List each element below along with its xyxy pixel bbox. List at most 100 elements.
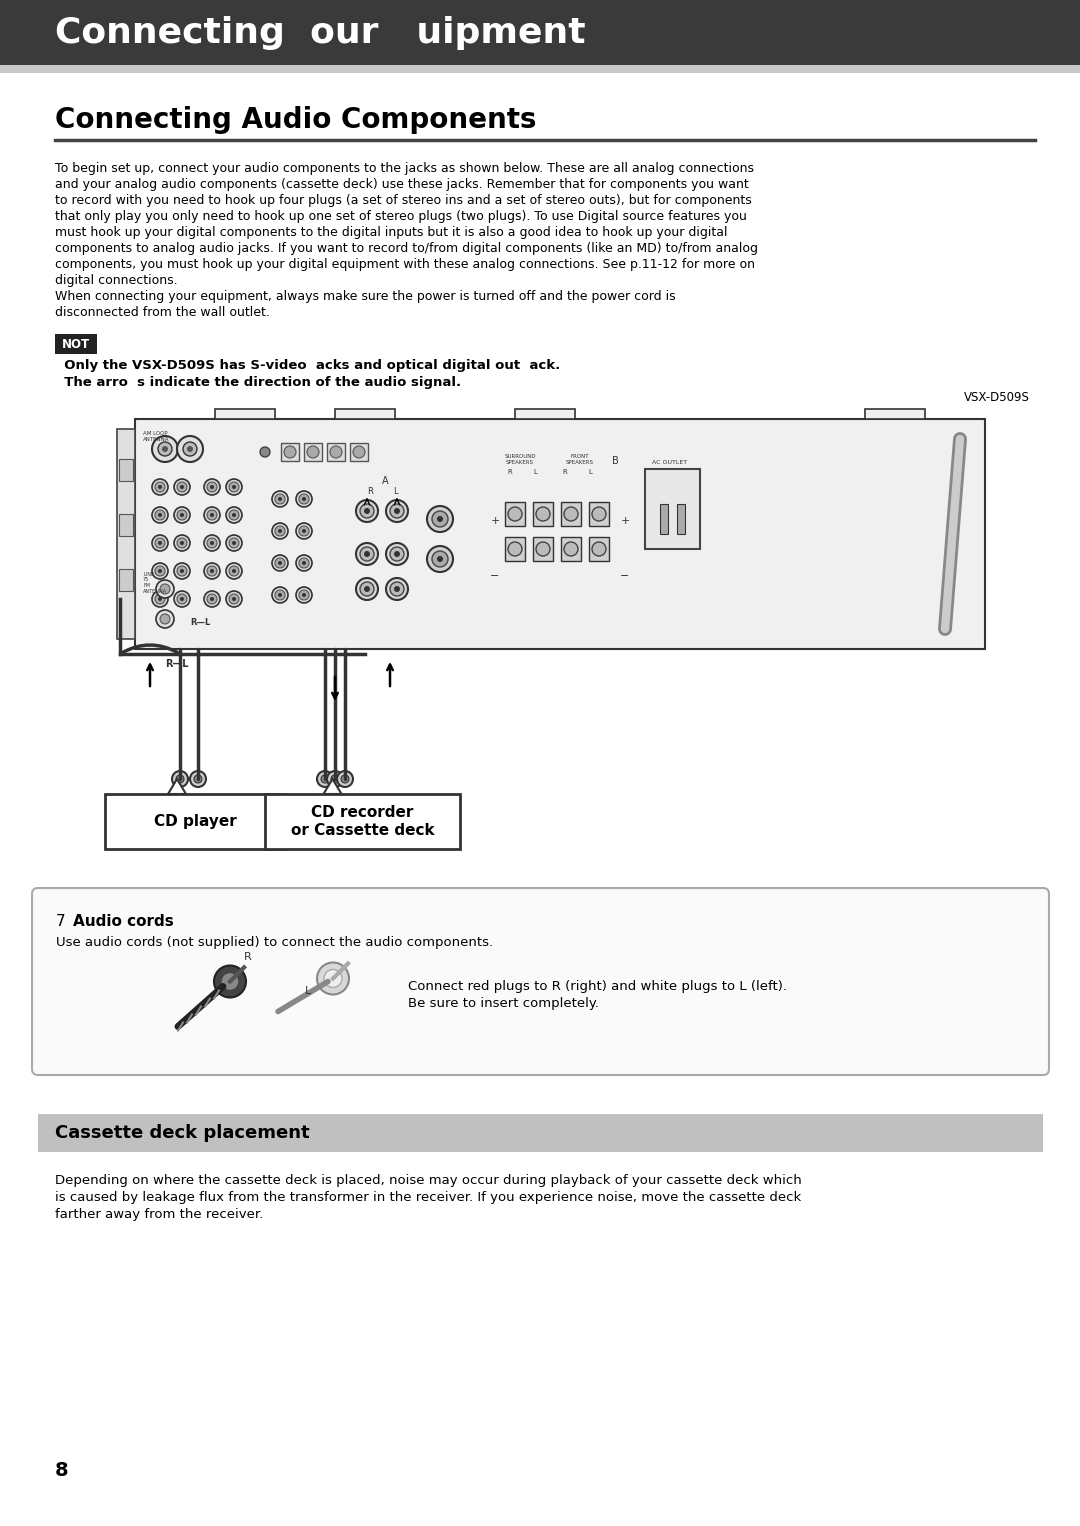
Circle shape — [204, 591, 220, 607]
Bar — [135, 420, 985, 649]
Circle shape — [302, 530, 306, 533]
Text: Connect red plugs to R (right) and white plugs to L (left).: Connect red plugs to R (right) and white… — [408, 980, 787, 993]
Circle shape — [356, 543, 378, 565]
Circle shape — [204, 536, 220, 551]
Circle shape — [207, 510, 217, 520]
Circle shape — [226, 507, 242, 523]
Circle shape — [337, 771, 353, 787]
Circle shape — [307, 446, 319, 458]
Text: is caused by leakage flux from the transformer in the receiver. If you experienc: is caused by leakage flux from the trans… — [55, 1190, 801, 1204]
Text: Connecting Audio Components: Connecting Audio Components — [55, 105, 537, 134]
Bar — [335, 409, 395, 420]
Circle shape — [172, 771, 188, 787]
Circle shape — [353, 446, 365, 458]
Text: Use audio cords (not supplied) to connect the audio components.: Use audio cords (not supplied) to connec… — [56, 935, 494, 949]
Text: NOT: NOT — [62, 337, 90, 351]
Text: L: L — [305, 986, 311, 996]
Circle shape — [226, 563, 242, 578]
Circle shape — [177, 436, 203, 462]
Circle shape — [158, 542, 162, 545]
Circle shape — [174, 536, 190, 551]
Circle shape — [221, 972, 239, 990]
Circle shape — [364, 551, 370, 557]
Circle shape — [210, 513, 214, 517]
Circle shape — [160, 613, 170, 624]
Text: CD player: CD player — [153, 813, 237, 829]
Circle shape — [152, 591, 168, 607]
Circle shape — [394, 551, 400, 557]
Text: R—L: R—L — [190, 618, 211, 627]
Circle shape — [232, 569, 237, 572]
Text: Cassette deck placement: Cassette deck placement — [55, 1125, 310, 1141]
Circle shape — [296, 588, 312, 603]
Text: LINE
75
FM
ANTENNA: LINE 75 FM ANTENNA — [143, 572, 167, 594]
Circle shape — [386, 501, 408, 522]
Text: Only the VSX-D509S has S-video  acks and optical digital out  ack.: Only the VSX-D509S has S-video acks and … — [55, 359, 561, 372]
Circle shape — [394, 586, 400, 592]
Polygon shape — [324, 778, 341, 794]
Circle shape — [229, 566, 239, 575]
Circle shape — [214, 966, 246, 998]
Circle shape — [152, 507, 168, 523]
Circle shape — [180, 569, 184, 572]
Circle shape — [296, 555, 312, 571]
Circle shape — [226, 479, 242, 494]
Bar — [677, 504, 685, 534]
Bar — [505, 502, 525, 526]
Circle shape — [229, 482, 239, 491]
FancyBboxPatch shape — [32, 888, 1049, 1074]
Circle shape — [204, 507, 220, 523]
Text: R: R — [563, 468, 567, 475]
Circle shape — [158, 513, 162, 517]
Polygon shape — [168, 778, 186, 794]
Circle shape — [278, 497, 282, 501]
Circle shape — [174, 563, 190, 578]
Circle shape — [152, 563, 168, 578]
Circle shape — [174, 479, 190, 494]
Circle shape — [204, 479, 220, 494]
Circle shape — [204, 563, 220, 578]
Text: +: + — [490, 516, 500, 526]
Text: that only play you only need to hook up one set of stereo plugs (two plugs). To : that only play you only need to hook up … — [55, 211, 747, 223]
Circle shape — [284, 446, 296, 458]
Circle shape — [394, 508, 400, 514]
Circle shape — [177, 510, 187, 520]
Circle shape — [275, 591, 285, 600]
Circle shape — [330, 446, 342, 458]
Text: Connecting  our   uipment: Connecting our uipment — [55, 15, 585, 49]
Bar — [660, 504, 669, 534]
Circle shape — [272, 523, 288, 539]
Bar — [117, 429, 135, 639]
Circle shape — [207, 482, 217, 491]
Text: L: L — [589, 468, 592, 475]
Text: Be sure to insert completely.: Be sure to insert completely. — [408, 996, 599, 1010]
Circle shape — [156, 566, 165, 575]
Bar — [327, 443, 345, 461]
Circle shape — [152, 479, 168, 494]
Circle shape — [156, 610, 174, 629]
Circle shape — [302, 562, 306, 565]
Bar — [534, 537, 553, 562]
Bar — [589, 502, 609, 526]
Circle shape — [180, 485, 184, 488]
Bar — [350, 443, 368, 461]
Circle shape — [232, 485, 237, 488]
Bar — [38, 1114, 1043, 1152]
Circle shape — [360, 546, 374, 562]
Circle shape — [437, 555, 443, 562]
Circle shape — [210, 597, 214, 601]
Circle shape — [180, 513, 184, 517]
Circle shape — [152, 536, 168, 551]
Bar — [281, 443, 299, 461]
Bar — [119, 459, 133, 481]
Text: +: + — [620, 516, 630, 526]
Circle shape — [364, 508, 370, 514]
Circle shape — [360, 581, 374, 597]
Circle shape — [180, 597, 184, 601]
Circle shape — [318, 771, 333, 787]
Bar — [515, 409, 575, 420]
Circle shape — [158, 569, 162, 572]
Circle shape — [272, 588, 288, 603]
Text: The arro  s indicate the direction of the audio signal.: The arro s indicate the direction of the… — [55, 375, 461, 389]
Circle shape — [232, 597, 237, 601]
